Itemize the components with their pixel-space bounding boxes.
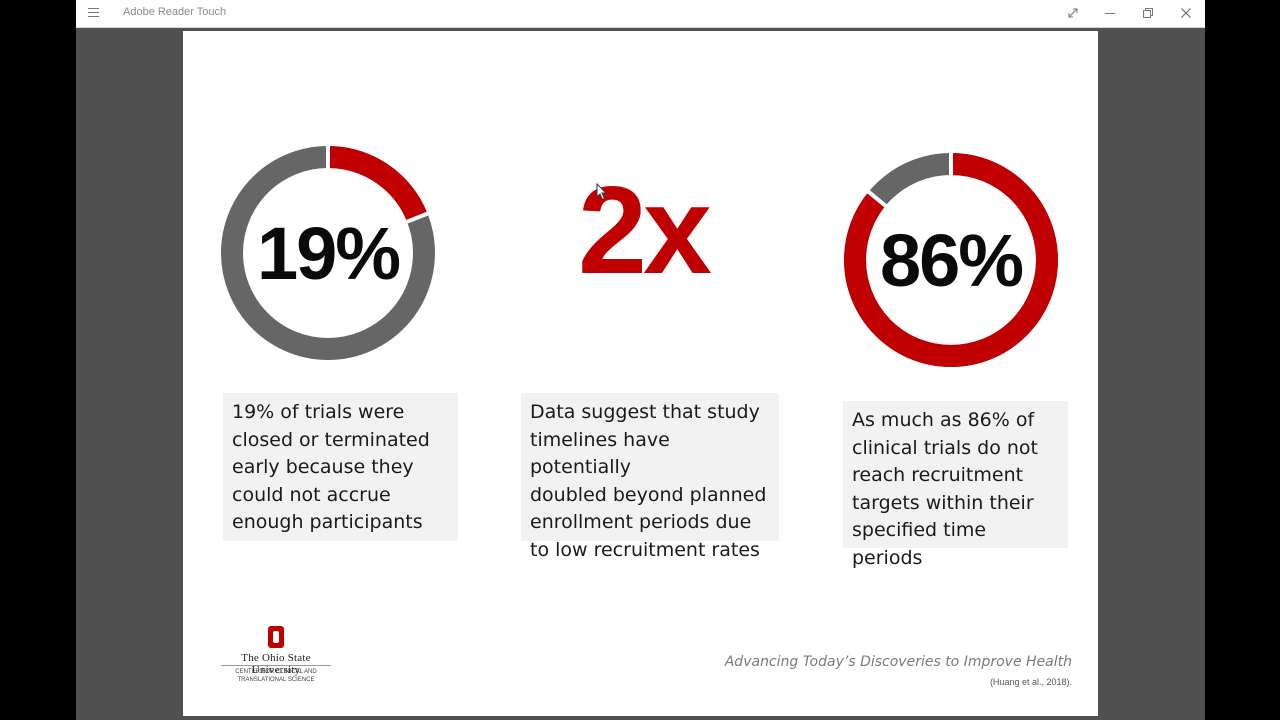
donut-separator xyxy=(405,211,430,224)
pdf-page: 19% 2x 86% 19% of trials were closed or … xyxy=(183,31,1098,716)
caption-line: reach recruitment xyxy=(852,464,1024,486)
caption-19: 19% of trials were closed or terminated … xyxy=(223,393,458,541)
stat-value-19: 19% xyxy=(256,211,401,295)
caption-2x: Data suggest that study timelines have p… xyxy=(521,393,779,561)
caption-line: doubled beyond planned xyxy=(530,483,767,506)
caption-line: to low recruitment rates xyxy=(530,538,760,561)
caption-line: enrollment periods due xyxy=(530,511,752,533)
osu-logo: The Ohio State University CENTER FOR CLI… xyxy=(219,625,333,691)
logo-subtitle: CENTER FOR CLINICAL AND TRANSLATIONAL SC… xyxy=(233,668,319,684)
app-title: Adobe Reader Touch xyxy=(123,6,227,18)
caption-line: As much as 86% of xyxy=(852,409,1035,431)
caption-line: timelines have potentially xyxy=(530,428,670,479)
caption-86: As much as 86% of clinical trials do not… xyxy=(843,401,1068,569)
tagline: Advancing Today’s Discoveries to Improve… xyxy=(724,654,1072,670)
caption-line: could not accrue xyxy=(232,483,391,506)
stat-value-2x: 2x xyxy=(578,162,712,300)
caption-line: Data suggest that study xyxy=(530,401,760,423)
fullscreen-icon[interactable] xyxy=(1065,5,1081,21)
logo-subtitle-line: CENTER FOR CLINICAL AND xyxy=(235,669,317,675)
title-bar: Adobe Reader Touch xyxy=(76,0,1205,28)
logo-name: The Ohio State University xyxy=(241,652,311,676)
logo-divider xyxy=(221,665,331,666)
caption-line: clinical trials do not xyxy=(852,436,1038,459)
donut-chart-86: 86% xyxy=(842,151,1060,369)
donut-separator xyxy=(866,189,888,208)
stat-value-86: 86% xyxy=(879,218,1024,302)
caption-line: enough participants xyxy=(232,511,423,533)
logo-subtitle-line: TRANSLATIONAL SCIENCE xyxy=(237,677,315,683)
restore-icon[interactable] xyxy=(1140,5,1156,21)
caption-line: 19% of trials were xyxy=(232,401,405,423)
minimize-icon[interactable] xyxy=(1102,5,1118,21)
block-o-icon xyxy=(267,625,285,649)
app-window: Adobe Reader Touch xyxy=(76,0,1205,720)
menu-icon[interactable] xyxy=(88,8,99,18)
caption-line: targets within their xyxy=(852,491,1034,514)
donut-chart-19: 19% xyxy=(219,144,437,362)
caption-line: specified time periods xyxy=(852,519,987,569)
close-icon[interactable] xyxy=(1178,5,1194,21)
caption-line: closed or terminated xyxy=(232,428,430,451)
mouse-cursor-icon xyxy=(596,182,608,201)
caption-line: early because they xyxy=(232,456,414,478)
citation: (Huang et al., 2018). xyxy=(989,677,1072,687)
